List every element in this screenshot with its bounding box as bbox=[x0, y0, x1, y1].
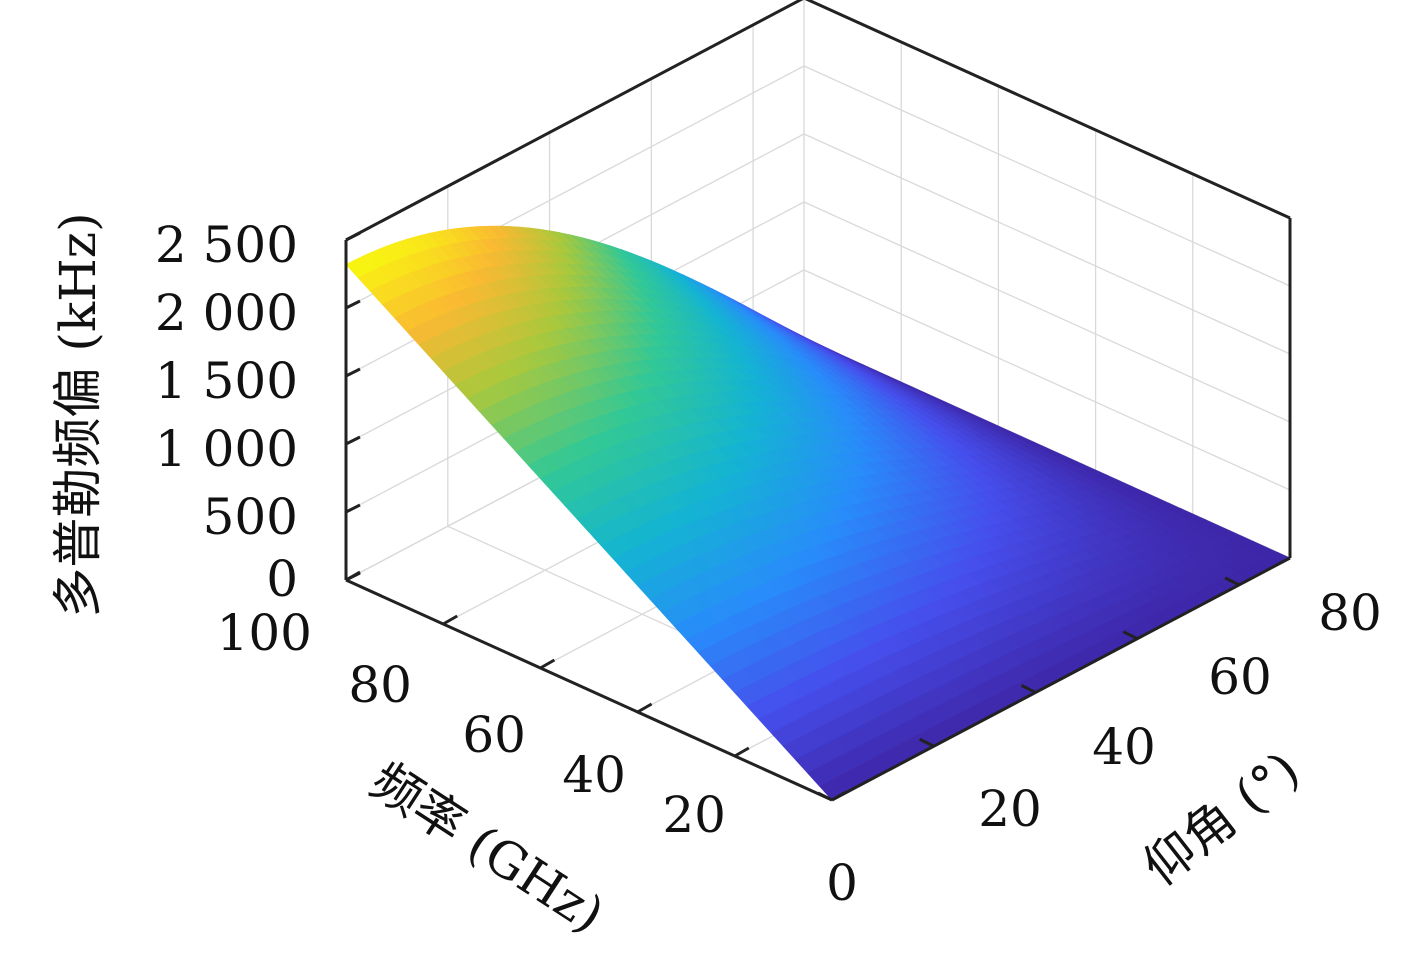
y-tick-label: 60 bbox=[1208, 648, 1272, 706]
x-tick-label: 100 bbox=[217, 604, 312, 662]
z-tick bbox=[345, 367, 361, 378]
x-axis-line bbox=[345, 578, 833, 802]
surface-layer bbox=[345, 225, 1291, 801]
box-edge bbox=[345, 0, 804, 242]
box-edge bbox=[804, 0, 1291, 220]
y-tick bbox=[1122, 630, 1139, 641]
y-tick-label: 80 bbox=[1318, 584, 1382, 642]
x-tick-label: 60 bbox=[462, 706, 526, 764]
axes-layer bbox=[344, 0, 1292, 802]
x-tick bbox=[734, 746, 750, 758]
x-tick-label: 40 bbox=[562, 746, 626, 804]
y-tick-label: 40 bbox=[1092, 718, 1156, 776]
x-tick-label: 80 bbox=[348, 656, 412, 714]
z-tick-label: 500 bbox=[203, 488, 298, 546]
z-tick bbox=[345, 231, 361, 242]
y-tick bbox=[919, 737, 935, 748]
y-axis-label: 仰角 (°) bbox=[1133, 740, 1310, 896]
x-tick bbox=[345, 570, 361, 582]
y-tick-label: 20 bbox=[978, 780, 1042, 838]
z-tick-label: 1 500 bbox=[155, 352, 298, 410]
z-tick bbox=[345, 503, 361, 514]
z-tick bbox=[345, 299, 361, 310]
x-tick bbox=[636, 702, 653, 714]
z-tick bbox=[345, 435, 361, 446]
y-tick bbox=[817, 791, 833, 802]
y-tick bbox=[1020, 684, 1037, 694]
z-axis-label: 多普勒频偏 (kHz) bbox=[49, 212, 107, 617]
x-tick bbox=[539, 658, 556, 670]
x-tick-label: 20 bbox=[662, 786, 726, 844]
z-tick-label: 0 bbox=[266, 550, 298, 608]
grid-line bbox=[345, 0, 1291, 241]
y-tick bbox=[1224, 576, 1240, 587]
x-tick bbox=[442, 614, 458, 626]
z-tick-label: 2 000 bbox=[155, 284, 298, 342]
z-tick-label: 1 000 bbox=[155, 420, 298, 478]
x-tick-label: 0 bbox=[826, 854, 858, 912]
z-tick-label: 2 500 bbox=[155, 216, 298, 274]
y-axis-line bbox=[831, 556, 1291, 802]
x-tick bbox=[831, 790, 847, 802]
